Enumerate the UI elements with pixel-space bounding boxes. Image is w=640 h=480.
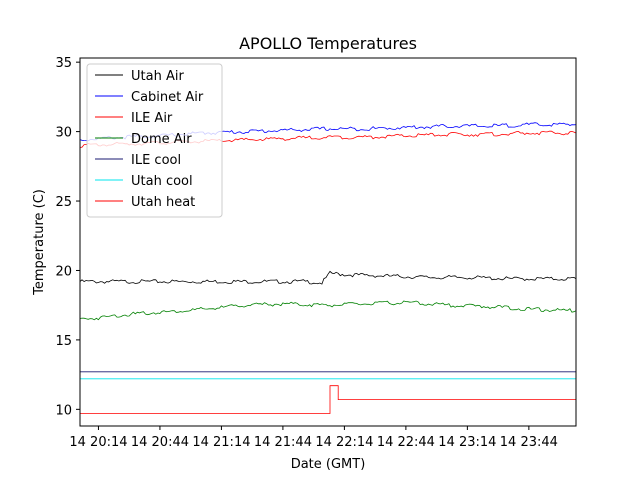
plot-frame xyxy=(79,57,577,427)
series-line-utah-air xyxy=(79,270,577,285)
legend-label-ile-air: ILE Air xyxy=(131,111,173,126)
legend-label-cabinet-air: Cabinet Air xyxy=(131,90,204,105)
legend-label-dome-air: Dome Air xyxy=(131,132,192,147)
x-axis-label: Date (GMT) xyxy=(291,457,366,472)
x-tick-label-4: 14 22:14 xyxy=(315,435,373,450)
legend-label-utah-cool: Utah cool xyxy=(131,174,193,189)
x-tick-label-2: 14 21:14 xyxy=(192,435,250,450)
x-tick-label-6: 14 23:14 xyxy=(438,435,496,450)
x-tick-label-3: 14 21:44 xyxy=(254,435,312,450)
series-line-dome-air xyxy=(79,300,577,321)
y-tick-label-35: 35 xyxy=(55,56,72,71)
chart-title: APOLLO Temperatures xyxy=(239,34,417,53)
y-axis-label: Temperature (C) xyxy=(32,189,47,296)
series-line-utah-heat xyxy=(80,385,576,414)
legend-box xyxy=(86,63,223,218)
x-tick-label-0: 14 20:14 xyxy=(69,435,127,450)
legend: Utah Air Cabinet Air ILE Air Dome Air ILE co… xyxy=(86,63,223,218)
legend-label-utah-air: Utah Air xyxy=(131,69,184,84)
x-tick-label-7: 14 23:44 xyxy=(500,435,558,450)
legend-label-utah-heat: Utah heat xyxy=(131,195,195,210)
y-tick-label-20: 20 xyxy=(55,264,72,279)
y-tick-label-30: 30 xyxy=(55,126,72,141)
y-tick-label-25: 25 xyxy=(55,195,72,210)
x-tick-label-5: 14 22:44 xyxy=(377,435,435,450)
axis-ticks: 10 15 20 25 30 35 14 20:14 14 20:44 14 21:14 14 2… xyxy=(55,56,557,450)
x-tick-label-1: 14 20:44 xyxy=(131,435,189,450)
legend-label-ile-cool: ILE cool xyxy=(131,153,181,168)
y-tick-label-10: 10 xyxy=(55,403,72,418)
y-tick-label-15: 15 xyxy=(55,334,72,349)
